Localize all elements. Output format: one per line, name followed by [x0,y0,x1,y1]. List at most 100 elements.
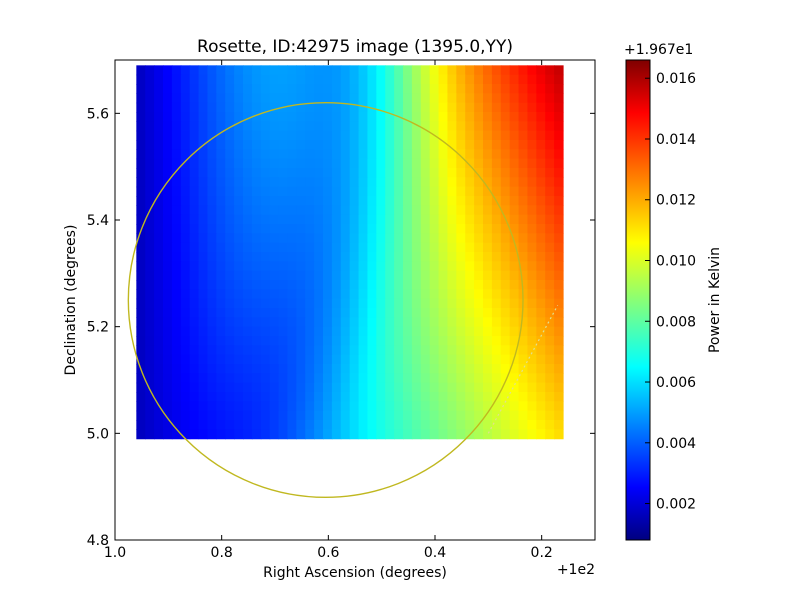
heatmap-cell [207,242,217,253]
heatmap-cell [554,140,564,150]
heatmap-cell [198,317,209,328]
heatmap-cell [474,373,484,384]
heatmap-cell [527,214,537,225]
heatmap-cell [438,252,449,262]
heatmap-cell [545,364,555,374]
heatmap-cell [136,65,146,76]
heatmap-cell [296,140,306,150]
heatmap-cell [554,65,564,76]
heatmap-cell [234,392,244,402]
heatmap-cell [491,252,502,262]
heatmap-cell [349,74,360,85]
heatmap-cell [385,93,395,104]
heatmap-cell [349,308,360,318]
heatmap-cell [474,308,484,318]
heatmap-cell [180,410,191,421]
heatmap-cell [198,224,209,234]
heatmap-cell [500,354,511,365]
heatmap-cell [180,158,191,169]
heatmap-cell [500,326,511,337]
heatmap-cell [438,429,449,440]
heatmap-cell [367,140,377,150]
heatmap-cell [305,158,315,169]
heatmap-cell [278,74,289,85]
heatmap-cell [518,345,529,356]
heatmap-cell [331,93,342,104]
heatmap-cell [385,336,395,346]
heatmap-cell [420,74,431,85]
heatmap-cell [367,280,377,290]
heatmap-cell [216,336,226,346]
heatmap-cell [243,336,253,346]
heatmap-cell [483,308,493,318]
heatmap-cell [234,224,244,234]
heatmap-cell [154,93,164,104]
heatmap-cell [518,326,529,337]
heatmap-cell [483,149,493,160]
heatmap-cell [465,102,475,113]
heatmap-cell [251,224,262,234]
heatmap-cell [394,186,404,197]
heatmap-cell [367,261,377,272]
heatmap-cell [331,205,342,216]
heatmap-cell [536,130,546,141]
heatmap-cell [358,364,369,374]
heatmap-cell [545,224,555,234]
colorbar-tick-label: 0.004 [656,436,696,452]
heatmap-cell [216,205,226,216]
heatmap-cell [269,317,280,328]
heatmap-cell [207,326,217,337]
heatmap-cell [545,112,555,122]
heatmap-cell [411,112,422,122]
heatmap-cell [358,317,369,328]
heatmap-cell [447,298,457,309]
heatmap-cell [500,336,511,346]
heatmap-cell [536,233,546,244]
heatmap-cell [243,102,253,113]
heatmap-cell [278,270,289,281]
heatmap-cell [385,382,395,393]
heatmap-cell [349,298,360,309]
heatmap-cell [385,410,395,421]
heatmap-cell [429,382,440,393]
heatmap-cell [225,196,235,206]
heatmap-cell [349,252,360,262]
heatmap-cell [287,74,297,85]
heatmap-cell [545,196,555,206]
heatmap-cell [491,429,502,440]
heatmap-cell [243,354,253,365]
heatmap-cell [447,410,457,421]
heatmap-cell [358,112,369,122]
heatmap-cell [251,65,262,76]
heatmap-cell [385,280,395,290]
heatmap-cell [411,140,422,150]
heatmap-cell [207,420,217,430]
heatmap-cell [225,84,235,94]
heatmap-cell [491,336,502,346]
heatmap-cell [376,177,386,188]
heatmap-cell [491,289,502,300]
heatmap-cell [483,410,493,421]
heatmap-cell [545,345,555,356]
heatmap-cell [234,317,244,328]
heatmap-cell [403,102,413,113]
heatmap-cell [491,317,502,328]
heatmap-cell [411,429,422,440]
heatmap-cell [278,214,289,225]
heatmap-cell [500,130,511,141]
heatmap-cell [180,224,191,234]
heatmap-cell [305,84,315,94]
heatmap-cell [411,224,422,234]
heatmap-cell [429,158,440,169]
heatmap-cell [260,93,271,104]
heatmap-cell [349,233,360,244]
heatmap-cell [207,93,217,104]
heatmap-cell [154,336,164,346]
heatmap-cell [323,102,333,113]
heatmap-cell [527,252,537,262]
heatmap-cell [171,410,182,421]
heatmap-cell [225,354,235,365]
heatmap-cell [545,158,555,169]
heatmap-cell [216,196,226,206]
heatmap-cell [243,168,253,178]
